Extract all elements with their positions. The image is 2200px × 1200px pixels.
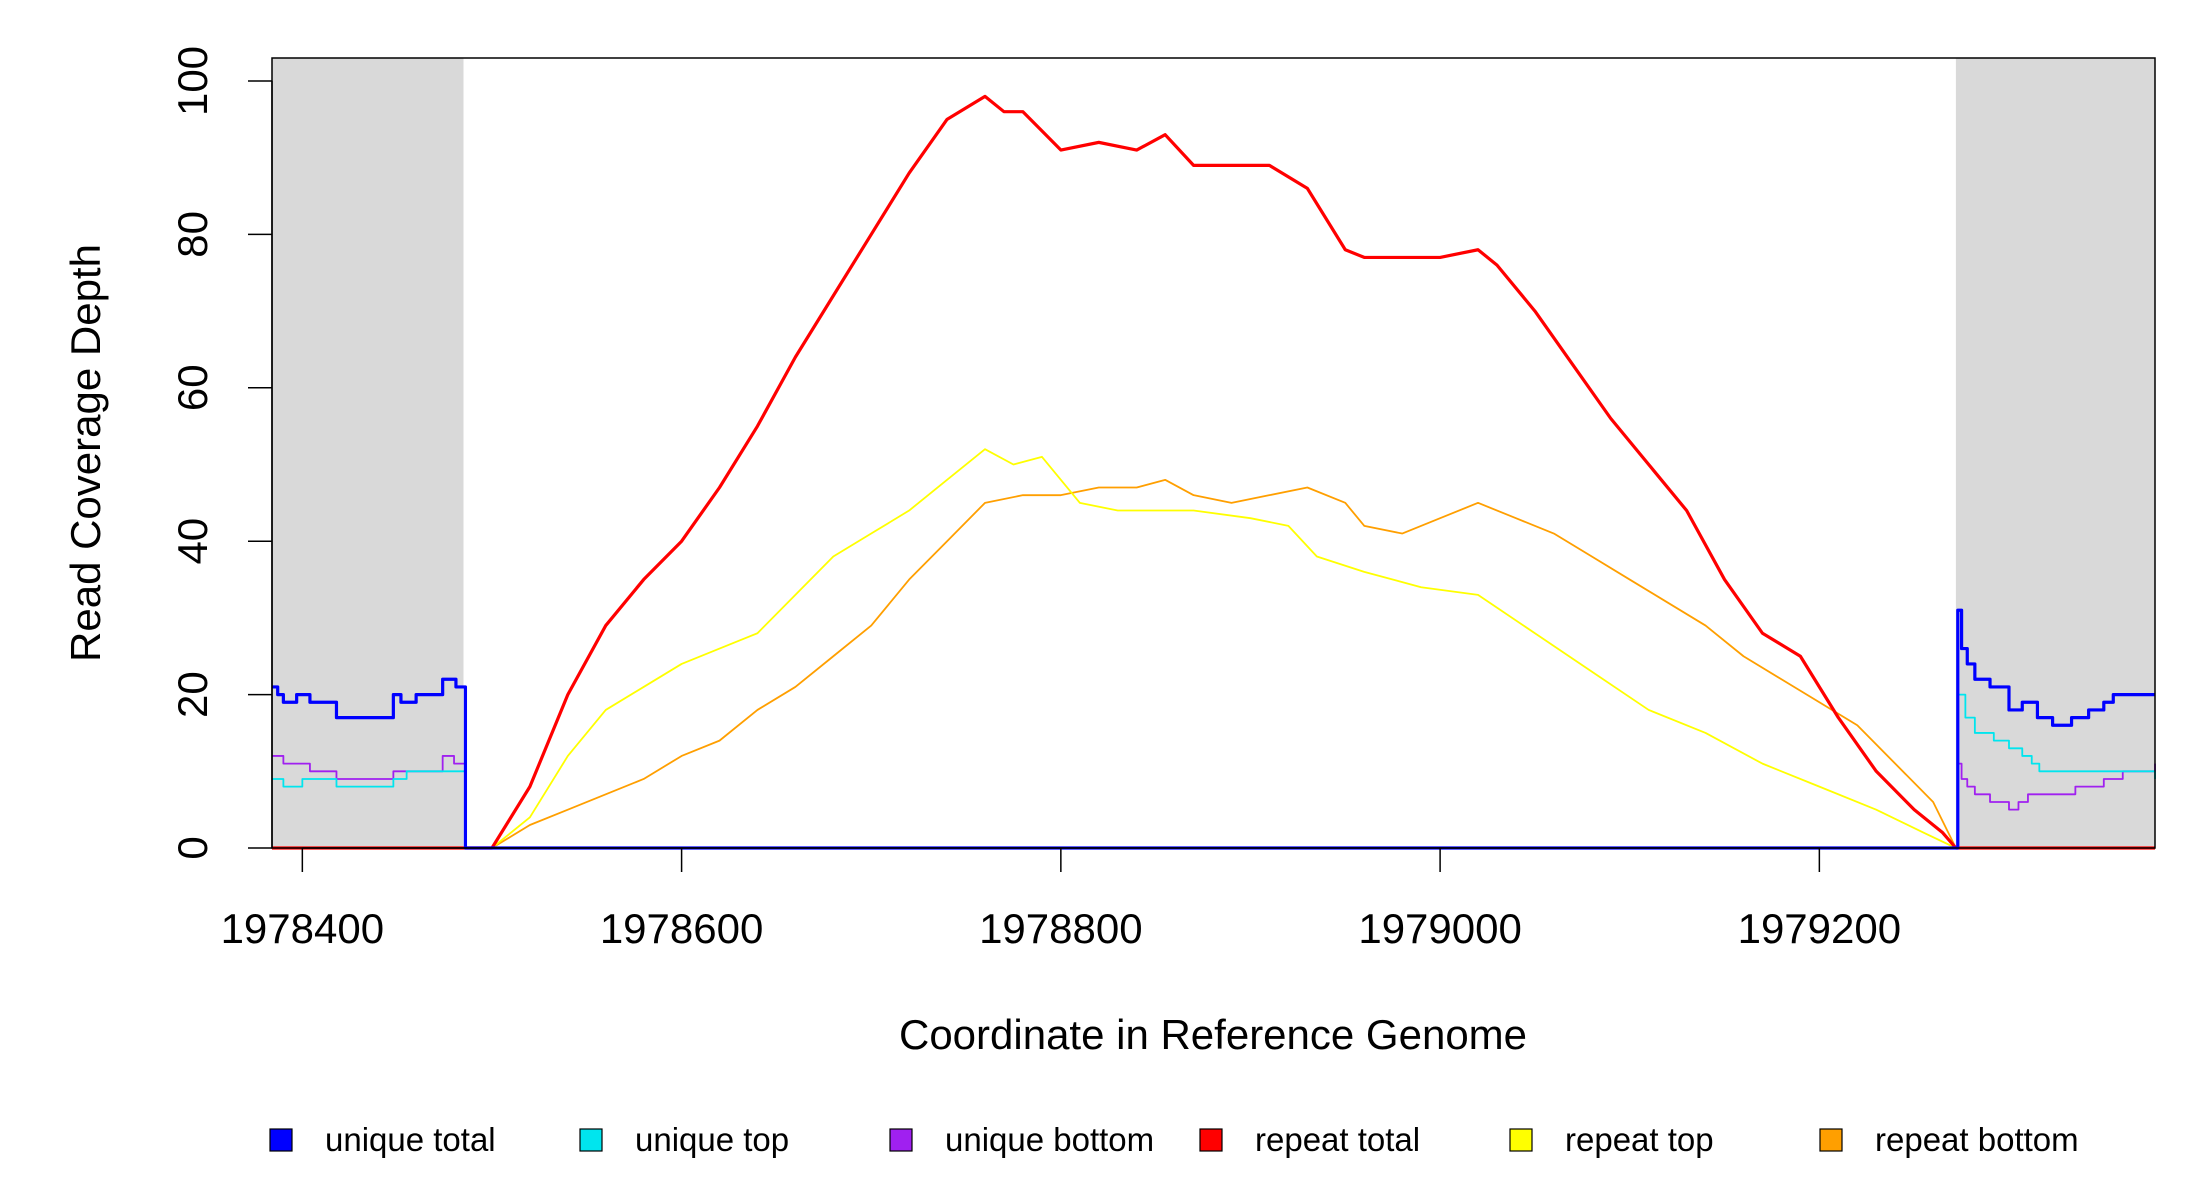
y-tick-label: 20	[169, 671, 216, 718]
legend-label-unique-bottom: unique bottom	[945, 1121, 1154, 1158]
x-tick-label: 1978800	[979, 905, 1143, 952]
legend-swatch-unique-bottom	[889, 1128, 913, 1152]
x-axis-label: Coordinate in Reference Genome	[899, 1011, 1527, 1058]
y-axis-label: Read Coverage Depth	[62, 244, 109, 662]
y-tick-label: 80	[169, 211, 216, 258]
legend-swatch-repeat-total	[1199, 1128, 1223, 1152]
x-axis: 1978400 1978600 1978800 1979000 1979200	[221, 847, 1902, 952]
series-line-repeat-bottom	[272, 478, 2155, 849]
shaded-region-2	[1955, 58, 2155, 848]
legend-swatch-unique-total	[269, 1128, 293, 1152]
series-lines	[272, 94, 2156, 850]
legend-swatch-repeat-top	[1509, 1128, 1533, 1152]
y-tick-label: 0	[169, 836, 216, 859]
legend-label-repeat-total: repeat total	[1255, 1121, 1420, 1158]
y-tick-label: 40	[169, 518, 216, 565]
y-tick-label: 100	[169, 46, 216, 116]
series-line-repeat-top	[272, 448, 2155, 849]
series-line-unique-bottom	[272, 755, 2156, 849]
x-tick-label: 1979200	[1738, 905, 1902, 952]
series-line-unique-top	[272, 693, 2156, 849]
legend-label-repeat-top: repeat top	[1565, 1121, 1714, 1158]
legend-label-unique-top: unique top	[635, 1121, 789, 1158]
legend-label-repeat-bottom: repeat bottom	[1875, 1121, 2079, 1158]
legend: unique total unique top unique bottom repea…	[269, 1121, 2079, 1158]
legend-swatch-repeat-bottom	[1819, 1128, 1843, 1152]
y-tick-label: 60	[169, 364, 216, 411]
series-line-unique-total	[272, 608, 2155, 850]
shaded-region-1	[272, 58, 464, 848]
legend-label-unique-total: unique total	[325, 1121, 496, 1158]
shaded-regions	[272, 58, 2155, 848]
legend-swatch-unique-top	[579, 1128, 603, 1152]
y-axis: 0 20 40 60 80 100	[169, 46, 273, 860]
x-tick-label: 1978400	[221, 905, 385, 952]
x-tick-label: 1979000	[1358, 905, 1522, 952]
x-tick-label: 1978600	[600, 905, 764, 952]
series-line-repeat-total	[272, 94, 2155, 850]
